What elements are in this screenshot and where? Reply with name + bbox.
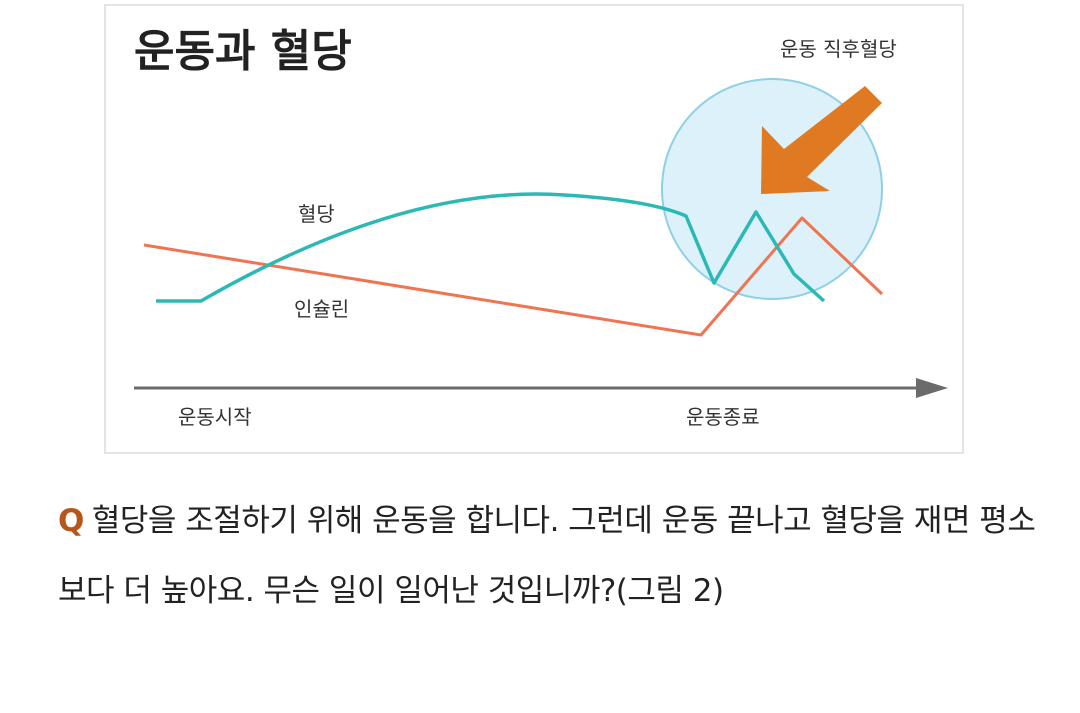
axis-start-label: 운동시작 — [178, 405, 252, 429]
insulin-curve — [143, 216, 884, 337]
annotation-label: 운동 직후혈당 — [780, 37, 897, 61]
diagram-title: 운동과 혈당 — [134, 26, 352, 77]
insulin-curve-label: 인슐린 — [294, 297, 349, 321]
time-axis-arrowhead — [916, 378, 948, 398]
arrow-right-icon — [134, 378, 948, 398]
question-marker: Q — [58, 503, 84, 539]
axis-end-label: 운동종료 — [686, 405, 760, 429]
question-paragraph: Q 혈당을 조절하기 위해 운동을 합니다. 그런데 운동 끝나고 혈당을 재면 … — [58, 486, 1048, 626]
pointer-arrow-shape — [761, 86, 882, 194]
question-text: 혈당을 조절하기 위해 운동을 합니다. 그런데 운동 끝나고 혈당을 재면 평… — [58, 503, 1036, 609]
glucose-curve — [156, 192, 826, 303]
diagram-frame: 운동과 혈당 운동 직후혈당 혈당 인슐린 운동시작 운동종료 — [104, 4, 964, 454]
arrow-down-left-icon — [761, 86, 882, 194]
exercise-glucose-diagram: 운동과 혈당 운동 직후혈당 혈당 인슐린 운동시작 운동종료 — [134, 26, 948, 429]
glucose-curve-label: 혈당 — [298, 202, 335, 226]
